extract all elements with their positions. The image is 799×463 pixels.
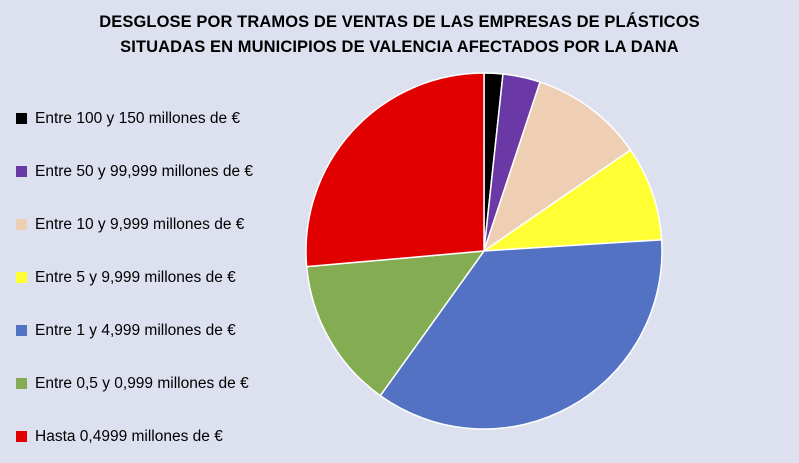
legend-item: Entre 100 y 150 millones de € [16,92,253,145]
legend-swatch [16,272,27,283]
chart-legend: Entre 100 y 150 millones de € Entre 50 y… [16,92,253,463]
legend-swatch [16,431,27,442]
legend-label: Entre 5 y 9,999 millones de € [35,268,236,286]
legend-item: Entre 10 y 9,999 millones de € [16,198,253,251]
pie-slice-6 [305,72,485,268]
legend-item: Entre 1 y 4,999 millones de € [16,304,253,357]
pie-chart [305,72,663,430]
legend-swatch [16,378,27,389]
legend-swatch [16,219,27,230]
chart-title: DESGLOSE POR TRAMOS DE VENTAS DE LAS EMP… [0,10,799,60]
legend-label: Entre 100 y 150 millones de € [35,109,241,127]
legend-item: Entre 0,5 y 0,999 millones de € [16,357,253,410]
pie-slice-2 [483,81,632,252]
pie-slice-5 [305,250,485,397]
legend-swatch [16,166,27,177]
legend-swatch [16,113,27,124]
legend-label: Entre 0,5 y 0,999 millones de € [35,374,249,392]
legend-label: Entre 10 y 9,999 millones de € [35,215,245,233]
pie-slice-3 [483,149,663,252]
legend-label: Entre 1 y 4,999 millones de € [35,321,236,339]
chart-title-line-1: DESGLOSE POR TRAMOS DE VENTAS DE LAS EMP… [99,13,700,31]
legend-label: Entre 50 y 99,999 millones de € [35,162,253,180]
pie-slice-4 [379,239,663,430]
legend-swatch [16,325,27,336]
legend-label: Hasta 0,4999 millones de € [35,427,223,445]
legend-item: Hasta 0,4999 millones de € [16,410,253,463]
legend-item: Entre 50 y 99,999 millones de € [16,145,253,198]
legend-item: Entre 5 y 9,999 millones de € [16,251,253,304]
chart-title-line-2: SITUADAS EN MUNICIPIOS DE VALENCIA AFECT… [120,38,679,56]
